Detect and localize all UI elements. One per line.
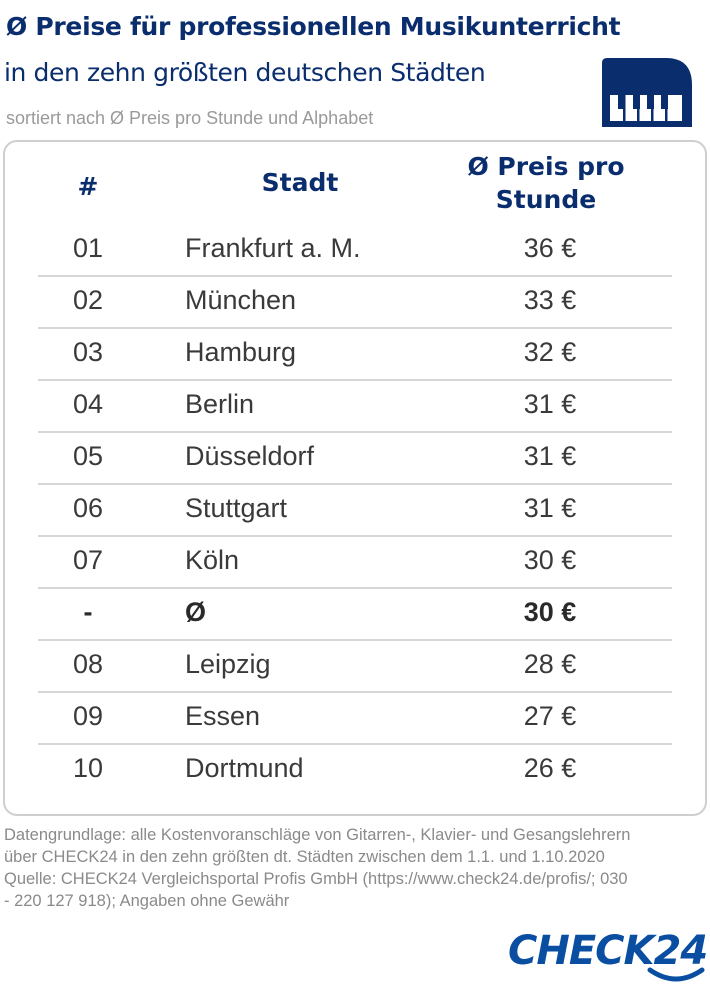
rank-cell: 04: [72, 389, 104, 419]
table-row: 06 Stuttgart 31 €: [38, 485, 672, 537]
price-cell: 32 €: [523, 337, 577, 367]
city-cell: Ø: [185, 597, 207, 627]
city-cell: Köln: [185, 545, 240, 575]
rank-cell: 05: [72, 441, 104, 471]
price-cell: 30 €: [523, 545, 577, 575]
header-price-line2: Stunde: [495, 185, 597, 214]
price-cell: 33 €: [523, 285, 577, 315]
rank-cell: 01: [72, 233, 104, 263]
table-row: 01 Frankfurt a. M. 36 €: [38, 225, 672, 277]
table-row: 04 Berlin 31 €: [38, 381, 672, 433]
price-table: [3, 140, 707, 816]
rank-cell: 02: [72, 285, 104, 315]
rank-cell: 03: [72, 337, 104, 367]
city-cell: Frankfurt a. M.: [185, 233, 361, 263]
price-cell: 31 €: [523, 493, 577, 523]
rank-cell: -: [83, 597, 93, 627]
table-row: 08 Leipzig 28 €: [38, 641, 672, 693]
rank-cell: 07: [72, 545, 104, 575]
rank-cell: 08: [72, 649, 104, 679]
table-row: 05 Düsseldorf 31 €: [38, 433, 672, 485]
footer-line-2: über CHECK24 in den zehn größten dt. Stä…: [4, 848, 605, 866]
logo-text: CHECK24: [508, 928, 708, 974]
city-cell: Essen: [185, 701, 261, 731]
table-row: 02 München 33 €: [38, 277, 672, 329]
price-cell: 31 €: [523, 389, 577, 419]
check24-logo: CHECK24: [508, 928, 708, 982]
table-row: 10 Dortmund 26 €: [38, 745, 672, 797]
price-cell: 31 €: [523, 441, 577, 471]
city-cell: Düsseldorf: [185, 441, 315, 471]
piano-icon: [602, 58, 692, 127]
table-row: 07 Köln 30 €: [38, 537, 672, 589]
logo-swoosh-icon: [647, 967, 705, 982]
page-subtitle: in den zehn größten deutschen Städten: [4, 58, 486, 87]
city-cell: München: [185, 285, 297, 315]
city-cell: Dortmund: [185, 753, 304, 783]
header-city: Stadt: [261, 168, 339, 197]
rank-cell: 06: [72, 493, 104, 523]
price-cell: 28 €: [523, 649, 577, 679]
city-cell: Stuttgart: [185, 493, 288, 523]
price-cell: 26 €: [523, 753, 577, 783]
sort-note: sortiert nach Ø Preis pro Stunde und Alp…: [6, 108, 374, 128]
rank-cell: 09: [72, 701, 104, 731]
table-row: 03 Hamburg 32 €: [38, 329, 672, 381]
city-cell: Hamburg: [185, 337, 297, 367]
footer-line-3: Quelle: CHECK24 Vergleichsportal Profis …: [4, 870, 628, 888]
city-cell: Berlin: [185, 389, 255, 419]
footer-line-1: Datengrundlage: alle Kostenvoranschläge …: [4, 826, 631, 844]
footer-note: Datengrundlage: alle Kostenvoranschläge …: [4, 824, 704, 912]
price-cell: 27 €: [523, 701, 577, 731]
page-title: Ø Preise für professionellen Musikunterr…: [6, 12, 621, 41]
table-row: - Ø 30 €: [38, 589, 672, 641]
header-price: Ø Preis pro Stunde: [446, 150, 646, 216]
header-price-line1: Ø Preis pro: [467, 152, 625, 181]
header-rank: #: [77, 172, 99, 201]
price-cell: 30 €: [523, 597, 577, 627]
table-row: 09 Essen 27 €: [38, 693, 672, 745]
city-cell: Leipzig: [185, 649, 271, 679]
footer-line-4: - 220 127 918); Angaben ohne Gewähr: [4, 892, 290, 910]
price-cell: 36 €: [523, 233, 577, 263]
rank-cell: 10: [72, 753, 104, 783]
